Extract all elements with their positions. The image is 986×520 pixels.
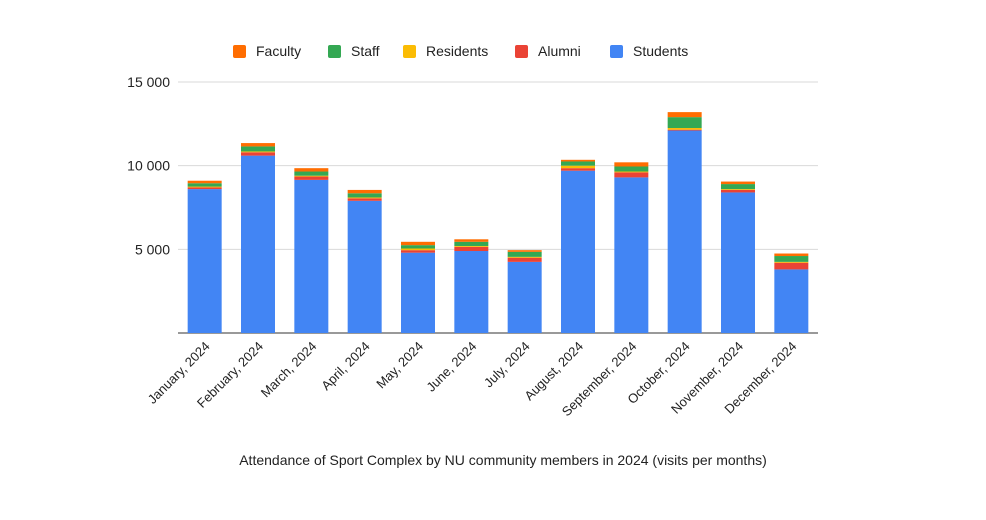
- bar-staff-11: [774, 256, 809, 262]
- bar-students-1: [241, 155, 275, 333]
- bar-residents-6: [507, 256, 542, 258]
- bar-faculty-2: [294, 168, 329, 172]
- legend-item-alumni[interactable]: Alumni: [515, 43, 581, 59]
- bar-staff-0: [187, 183, 222, 187]
- y-tick-label: 5 000: [135, 241, 170, 257]
- bar-residents-9: [667, 128, 702, 130]
- bar-staff-3: [347, 193, 382, 198]
- bar-alumni-9: [667, 129, 702, 131]
- bar-students-4: [401, 252, 435, 333]
- chart-title: Attendance of Sport Complex by NU commun…: [239, 452, 767, 468]
- legend-swatch: [403, 45, 416, 58]
- bar-faculty-6: [507, 250, 542, 252]
- legend-swatch: [515, 45, 528, 58]
- bar-alumni-0: [187, 187, 222, 190]
- bar-alumni-4: [401, 250, 435, 253]
- bar-staff-8: [614, 166, 649, 172]
- bar-residents-0: [187, 186, 222, 188]
- bar-residents-1: [241, 151, 275, 153]
- bar-alumni-6: [507, 257, 542, 262]
- legend-item-staff[interactable]: Staff: [328, 43, 380, 59]
- bar-alumni-5: [454, 246, 489, 252]
- bar-residents-7: [561, 165, 595, 169]
- bar-staff-6: [507, 251, 542, 257]
- x-tick-label: March, 2024: [258, 339, 320, 401]
- bar-staff-4: [401, 245, 435, 249]
- bar-faculty-1: [241, 143, 275, 147]
- bar-alumni-10: [721, 189, 755, 193]
- x-tick-label: July, 2024: [481, 339, 533, 391]
- legend-item-students[interactable]: Students: [610, 43, 688, 59]
- bar-faculty-9: [667, 112, 702, 118]
- bar-students-3: [347, 200, 382, 333]
- bar-faculty-8: [614, 162, 649, 167]
- bar-students-2: [294, 179, 329, 333]
- bar-students-11: [774, 269, 809, 333]
- bar-staff-5: [454, 241, 489, 246]
- bar-residents-4: [401, 248, 435, 251]
- bar-faculty-3: [347, 189, 382, 194]
- bar-students-5: [454, 251, 489, 333]
- bar-students-10: [721, 192, 755, 333]
- x-tick-label: June, 2024: [423, 339, 479, 395]
- legend-item-faculty[interactable]: Faculty: [233, 43, 301, 59]
- bar-residents-3: [347, 197, 382, 199]
- bar-faculty-5: [454, 239, 489, 242]
- gridlines: 5 000 10 000 15 000: [127, 74, 818, 334]
- bar-staff-1: [241, 146, 275, 152]
- legend-label: Alumni: [538, 43, 581, 59]
- y-tick-label: 10 000: [127, 158, 170, 174]
- bar-faculty-7: [561, 159, 595, 162]
- bar-alumni-11: [774, 262, 809, 270]
- legend-label: Faculty: [256, 43, 301, 59]
- bar-alumni-2: [294, 176, 329, 180]
- legend-item-residents[interactable]: Residents: [403, 43, 488, 59]
- bar-staff-7: [561, 161, 595, 166]
- bar-alumni-3: [347, 198, 382, 201]
- bar-students-8: [614, 177, 649, 333]
- bar-faculty-11: [774, 253, 809, 257]
- legend-swatch: [610, 45, 623, 58]
- bar-residents-8: [614, 171, 649, 173]
- bar-faculty-0: [187, 180, 222, 184]
- legend-swatch: [233, 45, 246, 58]
- bar-faculty-4: [401, 241, 435, 246]
- bars: [187, 112, 809, 333]
- bar-students-7: [561, 170, 595, 333]
- bar-faculty-10: [721, 181, 755, 185]
- bar-students-6: [507, 261, 542, 333]
- legend: Faculty Staff Residents Alumni Students: [233, 43, 688, 59]
- legend-label: Students: [633, 43, 688, 59]
- bar-staff-2: [294, 171, 329, 176]
- bar-students-0: [187, 189, 222, 333]
- bar-staff-9: [667, 117, 702, 129]
- bar-residents-2: [294, 175, 329, 177]
- bar-students-9: [667, 130, 702, 333]
- x-tick-label: May, 2024: [373, 339, 426, 392]
- bar-alumni-7: [561, 168, 595, 171]
- bar-alumni-1: [241, 152, 275, 156]
- bar-staff-10: [721, 184, 755, 190]
- legend-label: Residents: [426, 43, 488, 59]
- bar-residents-5: [454, 245, 489, 247]
- x-tick-label: April, 2024: [318, 339, 373, 394]
- y-tick-label: 15 000: [127, 74, 170, 90]
- bar-alumni-8: [614, 172, 649, 178]
- bar-residents-11: [774, 261, 809, 263]
- bar-residents-10: [721, 189, 755, 190]
- legend-label: Staff: [351, 43, 380, 59]
- legend-swatch: [328, 45, 341, 58]
